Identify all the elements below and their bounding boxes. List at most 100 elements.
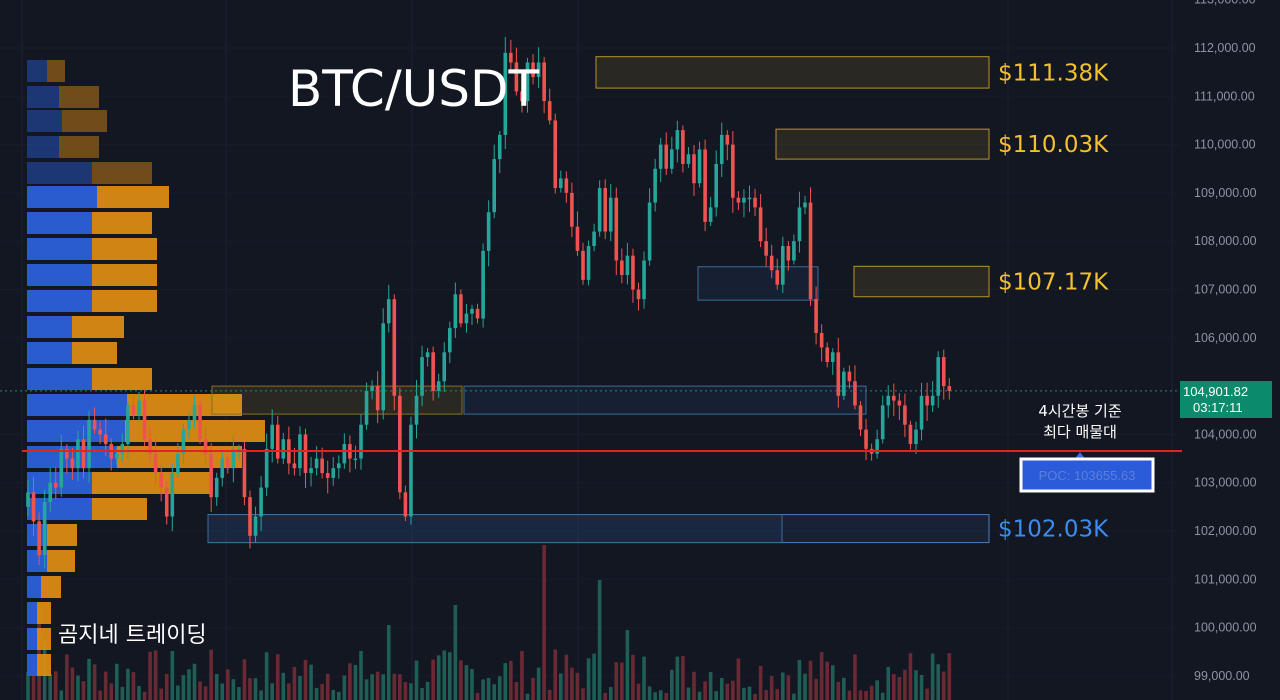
candle-body[interactable]	[164, 487, 169, 517]
candle-body[interactable]	[203, 439, 208, 454]
candle-body[interactable]	[697, 149, 702, 184]
candle-body[interactable]	[880, 405, 885, 440]
candle-body[interactable]	[475, 308, 480, 319]
candle-body[interactable]	[370, 386, 374, 391]
candle-body[interactable]	[681, 130, 685, 164]
candle-body[interactable]	[919, 395, 924, 430]
candle-body[interactable]	[253, 516, 258, 536]
candle-body[interactable]	[664, 144, 669, 169]
candle-body[interactable]	[375, 386, 380, 411]
candle-body[interactable]	[514, 62, 519, 92]
candle-body[interactable]	[159, 473, 163, 488]
candle-body[interactable]	[570, 192, 574, 227]
candle-body[interactable]	[142, 400, 147, 440]
candle-body[interactable]	[26, 492, 30, 507]
candle-body[interactable]	[731, 144, 735, 198]
candle-body[interactable]	[320, 458, 324, 474]
candle-body[interactable]	[830, 352, 835, 362]
candle-body[interactable]	[708, 207, 713, 222]
candle-body[interactable]	[592, 231, 596, 247]
candle-body[interactable]	[825, 347, 829, 362]
candle-body[interactable]	[448, 328, 452, 353]
candle-body[interactable]	[481, 250, 485, 319]
candle-body[interactable]	[414, 395, 419, 425]
candle-body[interactable]	[48, 482, 52, 503]
candle-body[interactable]	[792, 241, 796, 261]
candle-body[interactable]	[170, 473, 175, 517]
candle-body[interactable]	[242, 448, 247, 498]
candle-body[interactable]	[625, 255, 630, 276]
candle-body[interactable]	[464, 313, 469, 324]
candle-body[interactable]	[120, 444, 125, 454]
candle-body[interactable]	[603, 188, 607, 232]
candle-body[interactable]	[786, 246, 791, 261]
candle-body[interactable]	[148, 439, 152, 454]
candle-body[interactable]	[742, 197, 746, 203]
candle-body[interactable]	[381, 323, 385, 411]
candle-body[interactable]	[747, 197, 752, 200]
candle-body[interactable]	[81, 439, 86, 469]
candle-body[interactable]	[925, 395, 929, 406]
candle-body[interactable]	[192, 405, 197, 420]
candle-body[interactable]	[642, 260, 646, 300]
candle-body[interactable]	[736, 197, 741, 203]
candle-body[interactable]	[331, 468, 336, 478]
candle-body[interactable]	[403, 492, 408, 517]
candle-body[interactable]	[76, 439, 80, 469]
candle-body[interactable]	[303, 434, 308, 474]
candle-body[interactable]	[470, 308, 474, 314]
candle-body[interactable]	[892, 395, 896, 401]
candle-body[interactable]	[292, 463, 297, 469]
candle-body[interactable]	[131, 405, 136, 416]
candle-body[interactable]	[531, 62, 535, 77]
candle-body[interactable]	[42, 502, 47, 556]
candle-body[interactable]	[647, 202, 652, 261]
candle-body[interactable]	[553, 120, 558, 189]
candle-body[interactable]	[547, 101, 552, 121]
candle-body[interactable]	[864, 429, 868, 449]
candle-body[interactable]	[670, 149, 674, 169]
candle-body[interactable]	[337, 463, 341, 469]
candle-body[interactable]	[520, 91, 524, 102]
candle-body[interactable]	[564, 178, 569, 193]
candle-body[interactable]	[559, 178, 563, 189]
candle-body[interactable]	[941, 357, 946, 387]
candle-body[interactable]	[842, 371, 846, 396]
candle-body[interactable]	[653, 168, 657, 203]
candle-body[interactable]	[65, 448, 69, 459]
candle-body[interactable]	[503, 52, 508, 135]
candle-body[interactable]	[492, 159, 496, 213]
candle-body[interactable]	[237, 448, 241, 451]
candle-body[interactable]	[775, 270, 780, 285]
candle-body[interactable]	[675, 130, 680, 150]
price-axis[interactable]: 113,000.00 112,000.00 111,000.00 110,000.00…	[1194, 0, 1257, 683]
candle-body[interactable]	[459, 294, 463, 324]
candles[interactable]	[26, 36, 952, 569]
candle-body[interactable]	[509, 52, 513, 63]
candle-body[interactable]	[897, 400, 902, 406]
candle-body[interactable]	[176, 453, 180, 474]
candle-body[interactable]	[353, 458, 358, 461]
candle-body[interactable]	[847, 371, 852, 382]
candle-body[interactable]	[936, 357, 940, 396]
candle-body[interactable]	[575, 226, 580, 251]
candle-body[interactable]	[31, 492, 36, 522]
candle-body[interactable]	[386, 299, 391, 324]
candle-body[interactable]	[819, 332, 824, 348]
candle-body[interactable]	[220, 458, 225, 478]
candle-body[interactable]	[886, 395, 891, 406]
candle-body[interactable]	[275, 424, 280, 459]
candle-body[interactable]	[364, 390, 369, 425]
candle-body[interactable]	[37, 521, 41, 556]
candle-body[interactable]	[803, 202, 807, 208]
candle-body[interactable]	[398, 395, 402, 493]
candle-body[interactable]	[631, 255, 635, 290]
candle-body[interactable]	[536, 62, 541, 77]
candle-body[interactable]	[908, 424, 913, 445]
candle-body[interactable]	[342, 444, 347, 464]
candle-body[interactable]	[486, 212, 491, 251]
candle-body[interactable]	[586, 246, 591, 280]
candle-body[interactable]	[781, 246, 785, 285]
candle-body[interactable]	[614, 197, 619, 261]
